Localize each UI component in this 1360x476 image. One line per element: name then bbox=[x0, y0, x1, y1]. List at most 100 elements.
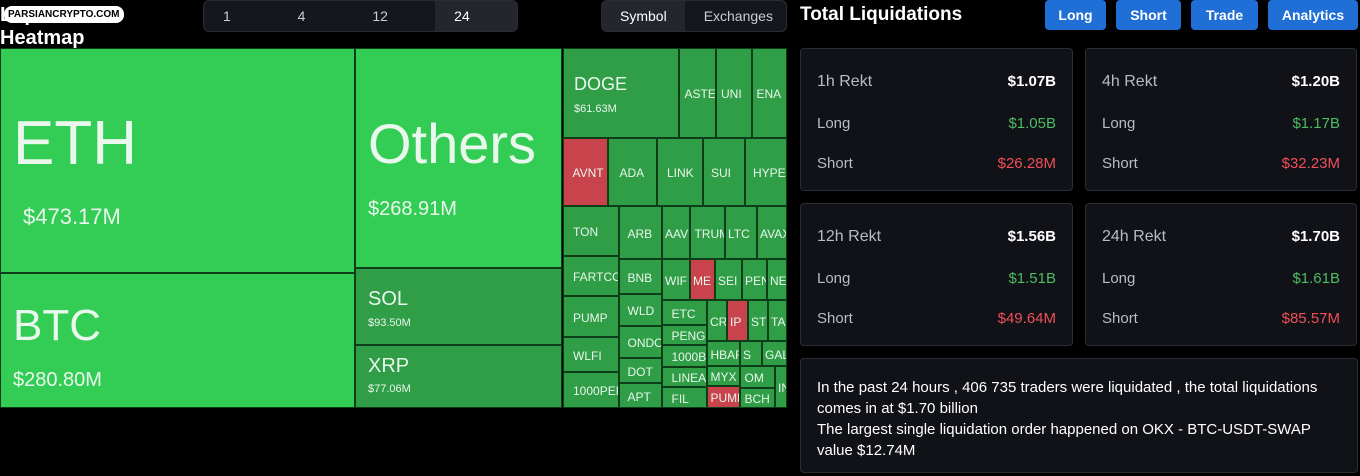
tab[interactable]: 4 hour bbox=[297, 8, 306, 24]
tile-symbol: PENDLE bbox=[745, 273, 766, 288]
tile: ARB bbox=[619, 206, 662, 259]
tile-symbol: BCH bbox=[744, 392, 770, 406]
tile: TRUMP bbox=[690, 206, 725, 259]
tile-value: $93.50M bbox=[368, 317, 411, 329]
tile: TAO bbox=[768, 300, 787, 341]
tile: PENDLE bbox=[742, 259, 767, 300]
tile-symbol: SOL bbox=[368, 288, 409, 310]
short-label: Short bbox=[1102, 310, 1138, 327]
tile-symbol: WLFI bbox=[573, 348, 602, 363]
button[interactable]: Long bbox=[1045, 0, 1106, 30]
tile: PUMP bbox=[563, 296, 619, 337]
tile-symbol: DOGE bbox=[574, 74, 628, 94]
tile: NEAR bbox=[767, 259, 787, 300]
card-total: $1.07B bbox=[1007, 73, 1056, 90]
tile-symbol: ME bbox=[693, 273, 711, 288]
tile-symbol: TRUMP bbox=[694, 226, 725, 241]
summary: In the past 24 hours , 406 735 traders w… bbox=[800, 358, 1358, 473]
tile-symbol: HBAR bbox=[710, 347, 740, 362]
card-label: 4h Rekt bbox=[1102, 73, 1158, 90]
tile-symbol: DOT bbox=[627, 364, 653, 379]
tab[interactable]: Exchanges bbox=[703, 8, 773, 24]
tile: S bbox=[740, 341, 762, 366]
tile-symbol: SUI bbox=[711, 166, 732, 180]
tile-symbol: INJ bbox=[778, 381, 786, 395]
tile-symbol: LINK bbox=[667, 166, 694, 180]
tile-symbol: UNI bbox=[721, 87, 742, 101]
tile-symbol: IP bbox=[730, 314, 742, 329]
long-label: Long bbox=[1102, 115, 1136, 132]
tile-symbol: AVAX bbox=[760, 226, 786, 241]
tile-symbol: PUMP bbox=[710, 391, 740, 405]
rekt-card: 1h Rekt $1.07B Long $1.05B Short $26.28M bbox=[800, 48, 1073, 191]
button[interactable]: Short bbox=[1116, 0, 1181, 30]
tile-symbol: PENGU bbox=[671, 329, 707, 343]
tile-symbol: ASTER bbox=[684, 87, 716, 101]
totals-title: Total Liquidations bbox=[800, 4, 963, 25]
tile-symbol: Others bbox=[368, 112, 537, 175]
tile: WLD bbox=[619, 294, 662, 326]
tile: ENA bbox=[752, 48, 787, 138]
tile: SUI bbox=[703, 138, 745, 206]
tile: 1000BONK bbox=[662, 345, 707, 367]
tile: APT bbox=[619, 383, 662, 408]
tile-symbol: WLD bbox=[627, 304, 655, 318]
summary-line: In the past 24 hours , 406 735 traders w… bbox=[817, 379, 1318, 417]
long-value: $1.61B bbox=[1292, 270, 1340, 287]
tile: HBAR bbox=[707, 341, 740, 366]
long-value: $1.05B bbox=[1008, 115, 1056, 132]
tile: ONDO bbox=[619, 326, 662, 358]
long-label: Long bbox=[1102, 270, 1136, 287]
tab[interactable]: 1 hour bbox=[223, 8, 231, 24]
summary-line: The largest single liquidation order hap… bbox=[817, 421, 1311, 459]
tile: SEI bbox=[715, 259, 742, 300]
card-label: 12h Rekt bbox=[817, 228, 882, 245]
tile: ASTER bbox=[679, 48, 716, 138]
tab[interactable]: 24 hour bbox=[435, 1, 517, 31]
tile-symbol: ETH bbox=[13, 109, 137, 178]
time-tabs: 1 hour 4 hour 12 hour 24 hour bbox=[203, 0, 518, 32]
tile: DOT bbox=[619, 358, 662, 383]
tile-symbol: MYX bbox=[710, 370, 737, 384]
view-tabs: Symbol Exchanges bbox=[601, 0, 787, 32]
tile: IP bbox=[727, 300, 748, 341]
tile: LINEA bbox=[662, 367, 707, 387]
tab[interactable]: Symbol bbox=[602, 1, 685, 31]
tile-symbol: LINEA bbox=[671, 371, 707, 385]
tile-symbol: ETC bbox=[671, 306, 696, 321]
tile-symbol: SEI bbox=[718, 273, 738, 288]
short-value: $49.64M bbox=[997, 310, 1056, 327]
tile: BCH bbox=[740, 388, 775, 408]
tile: BTC $280.80M bbox=[0, 273, 355, 408]
tile-symbol: APT bbox=[627, 389, 651, 404]
short-value: $26.28M bbox=[997, 155, 1056, 172]
tile-value: $77.06M bbox=[368, 383, 411, 395]
short-value: $32.23M bbox=[1281, 155, 1340, 172]
tile-symbol: OM bbox=[744, 371, 764, 385]
tile: ADA bbox=[608, 138, 657, 206]
tile: AVNT bbox=[563, 138, 608, 206]
button[interactable]: Analytics bbox=[1268, 0, 1358, 30]
tile-symbol: TON bbox=[573, 225, 599, 239]
tile-symbol: AVNT bbox=[572, 166, 604, 180]
tile: PUMP bbox=[707, 386, 740, 408]
tab[interactable]: 12 hour bbox=[372, 8, 388, 24]
tile-symbol: FARTCOIN bbox=[573, 270, 618, 284]
tile: ETH $473.17M bbox=[0, 48, 355, 273]
tile-value: $473.17M bbox=[23, 204, 121, 229]
tile-symbol: TAO bbox=[771, 314, 786, 329]
tile: HYPE bbox=[745, 138, 787, 206]
tile-value: $61.63M bbox=[574, 103, 617, 115]
button[interactable]: Trade bbox=[1191, 0, 1258, 30]
tile-symbol: ONDO bbox=[627, 336, 662, 350]
tile: INJ bbox=[775, 366, 787, 408]
tile: ME bbox=[690, 259, 715, 300]
tile: WIF bbox=[662, 259, 690, 300]
tile-symbol: S bbox=[743, 347, 752, 362]
tile: ETC bbox=[662, 300, 707, 325]
tile-symbol: XRP bbox=[368, 355, 410, 377]
tile: PENGU bbox=[662, 325, 707, 345]
tile: CRV bbox=[707, 300, 727, 341]
tile-symbol: GALA bbox=[765, 347, 786, 362]
